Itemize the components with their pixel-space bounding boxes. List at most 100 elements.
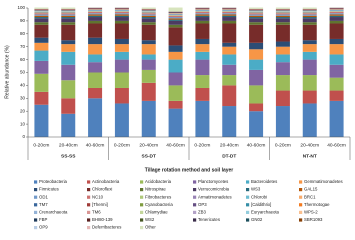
bar-segment [195,8,210,10]
bar-segment [275,41,290,47]
bar-segment [302,13,317,15]
bar-segment [195,10,210,12]
legend-label: Actinobacteria [92,179,120,184]
legend-label: Deferribacteres [92,225,121,230]
bar-segment [222,9,237,10]
y-tick-label: 50 [20,70,26,75]
bar-segment [61,44,76,52]
bar-segment [195,14,210,16]
bar-segment [329,9,344,11]
bar-segment [329,10,344,12]
bar-segment [222,13,237,15]
bar-segment [61,12,76,14]
legend-label: Armatimonadetes [198,194,232,199]
bar-segment [329,64,344,78]
bar-segment [222,20,237,24]
bar-segment [34,104,49,137]
bar-segment [275,90,290,107]
y-tick-label: 40 [20,83,26,88]
bar-segment [168,24,183,28]
bar-segment [168,85,183,101]
x-tick-label: 0-20cm [33,142,49,148]
legend-swatch [193,203,197,207]
bar-segment [222,54,237,65]
bar-segment [34,37,49,43]
bar-segment [168,45,183,52]
bar-segment [302,11,317,12]
bar-segment [275,15,290,18]
bar-segment [249,12,264,14]
bar-segment [249,42,264,50]
bar-segment [249,7,264,9]
bar-segment [141,59,156,70]
bar-segment [61,15,76,18]
bar-segment [249,24,264,43]
bar-segment [329,11,344,14]
bar-segment [114,10,129,12]
bar-segment [195,38,210,45]
bar-segment [222,10,237,12]
bar-segment [302,15,317,18]
legend-label: Cyanobacteria [145,202,173,207]
bar-segment [88,9,103,11]
x-tick-label: 20-40cm [59,142,78,148]
bar-segment [88,15,103,18]
bar-segment [141,10,156,12]
bar-segment [302,22,317,25]
bar-segment [141,13,156,15]
legend-swatch [140,226,144,230]
bar-segment [61,98,76,114]
bar-segment [249,13,264,15]
bar-segment [168,13,183,15]
bar-segment [222,75,237,86]
bar-segment [249,69,264,86]
bar-segment [249,9,264,11]
bar-segment [222,14,237,16]
bar-segment [249,49,264,60]
bar-segment [34,10,49,12]
bar-segment [302,12,317,14]
legend-swatch [87,188,91,192]
legend-swatch [87,203,91,207]
bar-segment [88,54,103,63]
bar-segment [114,14,129,16]
bar-segment [222,85,237,107]
legend-label: Fibrobacteres [145,194,171,199]
bar-segment [168,13,183,14]
legend-label: Gemmatimonadetes [304,179,343,184]
bar-segment [249,11,264,12]
bar-segment [61,9,76,10]
y-tick-label: 90 [20,18,26,23]
bar-segment [34,60,49,74]
legend-label: Other [145,225,156,230]
bar-segment [88,10,103,12]
bar-segment [302,40,317,45]
legend-swatch [140,218,144,222]
legend-swatch [193,210,197,214]
bar-segment [302,44,317,52]
legend-label: GAL15 [304,187,318,192]
bar-segment [249,11,264,13]
legend-label: Planctomycetes [198,179,228,184]
bar-segment [168,12,183,14]
bar-segment [34,50,49,61]
bar-segment [34,73,49,92]
bar-segment [249,15,264,18]
bar-segment [61,51,76,65]
bar-segment [222,15,237,18]
legend-label: Tenericutes [198,217,220,222]
x-tick-label: 0-20cm [194,142,210,148]
bar-segment [114,13,129,15]
bar-segment [168,14,183,16]
bar-segment [34,42,49,51]
bar-segment [329,54,344,65]
bar-segment [168,15,183,18]
bar-segment [195,13,210,15]
bar-segment [222,23,237,43]
x-tick-label: 20-40cm [139,142,158,148]
x-tick-label: 20-40cm [300,142,319,148]
bar-segment [168,7,183,12]
bar-segment [114,103,129,137]
legend-label: Crenarchaeota [39,210,68,215]
